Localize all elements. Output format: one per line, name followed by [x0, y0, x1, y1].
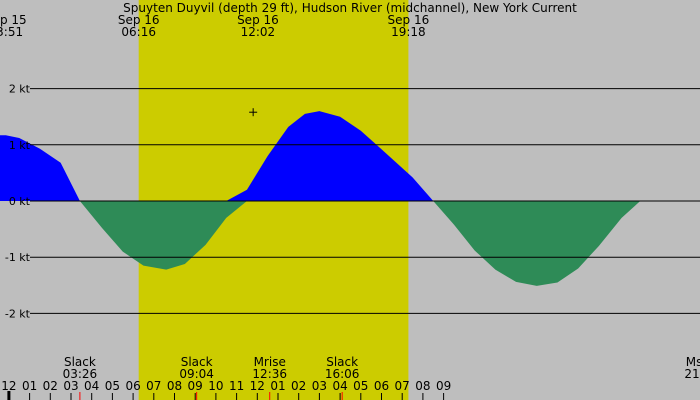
top-time-label: 06:16	[121, 25, 156, 39]
hour-tick-label: 08	[415, 379, 430, 393]
hour-tick-label: 12	[1, 379, 16, 393]
hour-tick-label: 03	[312, 379, 327, 393]
y-tick-label: -1 kt	[5, 251, 31, 264]
top-date-label: Sep 15	[0, 13, 27, 27]
hour-tick-label: 05	[353, 379, 368, 393]
event-time-label: 21:	[684, 367, 700, 381]
hour-tick-label: 11	[229, 379, 244, 393]
hour-tick-label: 06	[125, 379, 140, 393]
hour-tick-label: 07	[146, 379, 161, 393]
hour-tick-label: 02	[291, 379, 306, 393]
hour-tick-label: 04	[84, 379, 99, 393]
event-time-label: 12:36	[252, 367, 287, 381]
event-label: Mrise	[254, 355, 286, 369]
hour-tick-label: 07	[395, 379, 410, 393]
event-time-label: 09:04	[179, 367, 214, 381]
y-tick-label: 0 kt	[9, 195, 31, 208]
hour-tick-label: 02	[43, 379, 58, 393]
flood-area	[0, 111, 695, 201]
event-label: Ms	[686, 355, 700, 369]
ebb-area	[0, 201, 695, 286]
top-time-label: 19:18	[391, 25, 426, 39]
event-label: Slack	[64, 355, 96, 369]
hour-tick-label: 03	[63, 379, 78, 393]
event-label: Slack	[181, 355, 213, 369]
hour-tick-label: 12	[250, 379, 265, 393]
top-time-label: 23:51	[0, 25, 23, 39]
hour-tick-label: 10	[208, 379, 223, 393]
top-date-label: Sep 16	[237, 13, 279, 27]
hour-tick-label: 06	[374, 379, 389, 393]
hour-tick-label: 08	[167, 379, 182, 393]
event-label: Slack	[326, 355, 358, 369]
hour-tick-label: 04	[332, 379, 347, 393]
chart-title: Spuyten Duyvil (depth 29 ft), Hudson Riv…	[123, 1, 577, 15]
hour-tick-label: 05	[105, 379, 120, 393]
event-time-label: 03:26	[63, 367, 98, 381]
hour-tick-label: 01	[270, 379, 285, 393]
y-tick-label: 2 kt	[9, 83, 31, 96]
hour-tick-label: 01	[22, 379, 37, 393]
top-date-label: Sep 16	[118, 13, 160, 27]
event-time-label: 16:06	[325, 367, 360, 381]
top-time-label: 12:02	[241, 25, 276, 39]
y-tick-label: 1 kt	[9, 139, 31, 152]
hour-tick-label: 09	[436, 379, 451, 393]
hour-tick-label: 09	[188, 379, 203, 393]
top-date-label: Sep 16	[388, 13, 430, 27]
y-tick-label: -2 kt	[5, 307, 31, 320]
